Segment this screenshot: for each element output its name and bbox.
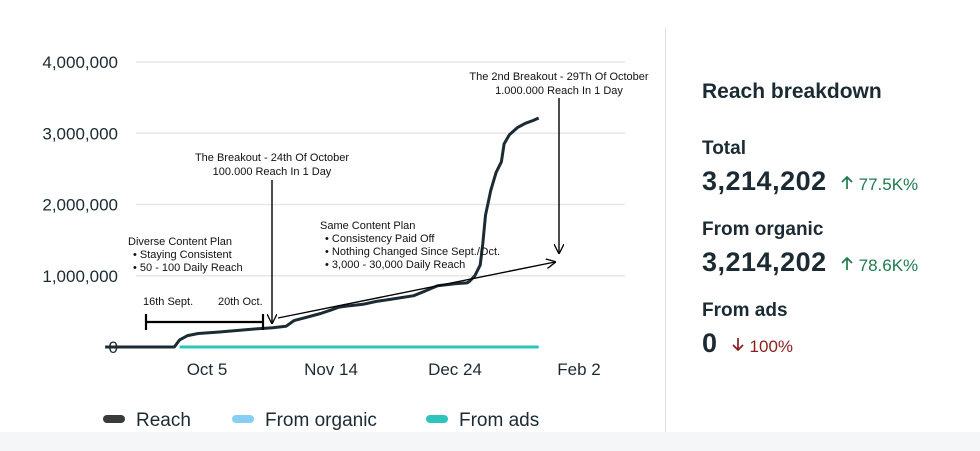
x-tick-label: Nov 14 (304, 360, 358, 379)
x-tick-label: Dec 24 (428, 360, 482, 379)
annotation-same-content: Same Content Plan• Consistency Paid Off•… (320, 220, 500, 271)
annotation-text: 1.000.000 Reach In 1 Day (495, 85, 623, 97)
date-range-bracket (144, 314, 265, 330)
legend[interactable]: Reach From organic From ads (103, 410, 539, 431)
legend-label: From ads (459, 410, 539, 431)
arrow-up-icon (841, 256, 853, 270)
organic-change-value: 78.6K% (858, 256, 919, 275)
ads-change-value: 100% (749, 337, 794, 356)
x-axis-tick-labels: Oct 5 Nov 14 Dec 24 Feb 2 (187, 360, 601, 379)
annotation-text: The Breakout - 24th Of October (195, 152, 349, 164)
total-change: 77.5K% (841, 175, 919, 195)
ads-metric: From ads 0 100% (702, 300, 972, 359)
bottom-band (0, 432, 980, 451)
organic-metric: From organic 3,214,202 78.6K% (702, 219, 972, 278)
series-lines (105, 116, 540, 349)
total-metric: Total 3,214,202 77.5K% (702, 138, 972, 197)
annotation-second-breakout: The 2nd Breakout - 29Th Of October 1.000.… (469, 71, 648, 97)
x-tick-label: Feb 2 (557, 360, 600, 379)
annotation-text: Diverse Content Plan (128, 236, 232, 248)
y-tick-label: 4,000,000 (42, 53, 118, 72)
legend-item-reach[interactable]: Reach (103, 410, 191, 431)
panel-title: Reach breakdown (702, 80, 882, 103)
organic-value: 3,214,202 (702, 247, 827, 277)
reach-breakdown-panel: Reach breakdown Total 3,214,202 77.5K% F… (702, 80, 972, 381)
annotation-text: 100.000 Reach In 1 Day (213, 166, 332, 178)
legend-item-from-organic[interactable]: From organic (232, 410, 377, 431)
total-change-value: 77.5K% (858, 175, 919, 194)
annotation-text: • Staying Consistent (133, 249, 232, 261)
ads-label: From ads (702, 300, 788, 321)
legend-item-from-ads[interactable]: From ads (426, 410, 539, 431)
y-tick-label: 3,000,000 (42, 124, 118, 143)
legend-swatch (103, 415, 125, 423)
annotation-end-date: 20th Oct. (218, 296, 263, 308)
annotation-text: The 2nd Breakout - 29Th Of October (469, 71, 648, 83)
annotation-diverse-content: Diverse Content Plan• Staying Consistent… (128, 236, 243, 274)
arrow-same-content (277, 262, 555, 319)
legend-label: From organic (265, 410, 377, 431)
panel-divider (665, 28, 666, 432)
annotation-text: • 3,000 - 30,000 Daily Reach (325, 259, 465, 271)
organic-label: From organic (702, 219, 824, 240)
total-value: 3,214,202 (702, 166, 827, 196)
y-tick-label: 2,000,000 (42, 196, 118, 215)
legend-label: Reach (136, 410, 191, 431)
legend-swatch (232, 415, 254, 423)
annotation-start-date: 16th Sept. (143, 296, 193, 308)
ads-value: 0 (702, 328, 718, 358)
y-tick-label: 1,000,000 (42, 267, 118, 286)
arrow-down-icon (731, 338, 744, 352)
organic-change: 78.6K% (841, 256, 919, 276)
annotation-first-breakout: The Breakout - 24th Of October 100.000 Re… (195, 152, 349, 178)
annotation-text: Same Content Plan (320, 220, 415, 232)
x-tick-label: Oct 5 (187, 360, 228, 379)
annotation-text: • Consistency Paid Off (325, 233, 435, 245)
annotation-text: • 50 - 100 Daily Reach (133, 262, 243, 274)
total-label: Total (702, 138, 746, 159)
annotations: The 2nd Breakout - 29Th Of October 1.000.… (128, 71, 649, 330)
arrow-up-icon (841, 175, 853, 189)
gridlines (136, 61, 625, 277)
legend-swatch (426, 415, 448, 423)
ads-change: 100% (731, 337, 794, 357)
series-line-reach (105, 116, 540, 349)
annotation-text: • Nothing Changed Since Sept./Oct. (325, 246, 500, 258)
